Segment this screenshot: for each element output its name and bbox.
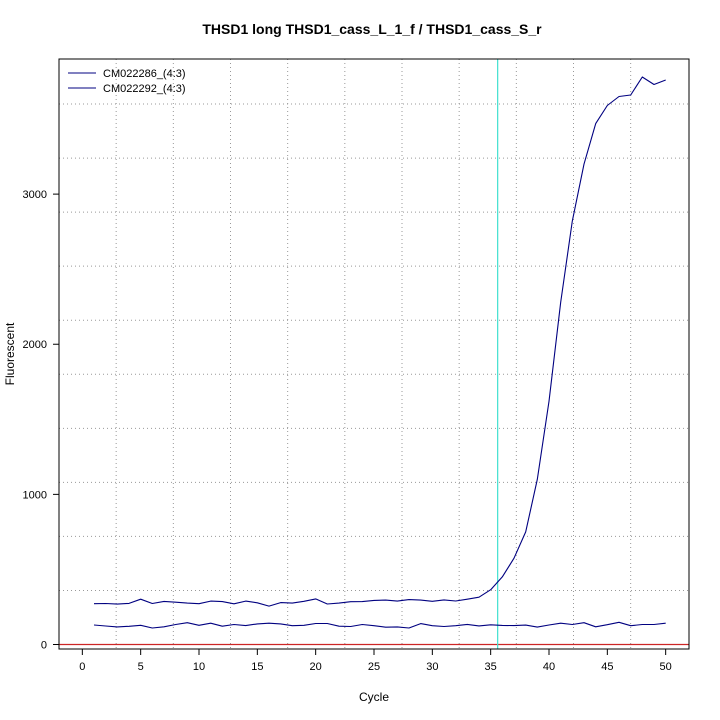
x-tick-label-3: 15 xyxy=(251,661,263,673)
y-tick-label-2: 2000 xyxy=(23,339,47,351)
data-series xyxy=(93,76,666,629)
x-tick-label-5: 25 xyxy=(368,661,380,673)
y-tick-label-1: 1000 xyxy=(23,489,47,501)
y-tick-label-0: 0 xyxy=(41,639,47,651)
x-tick-label-6: 30 xyxy=(426,661,438,673)
x-tick-label-9: 45 xyxy=(601,661,613,673)
legend-label-0: CM022286_(4:3) xyxy=(103,68,186,80)
x-tick-label-4: 20 xyxy=(310,661,322,673)
y-axis-label: Fluorescent xyxy=(3,322,17,385)
x-axis: 0 5 10 15 20 25 30 35 40 45 50 xyxy=(79,649,672,673)
y-axis: 0 1000 2000 3000 xyxy=(23,189,59,651)
series-line-0 xyxy=(93,76,666,607)
x-axis-label: Cycle xyxy=(359,690,389,704)
y-tick-label-3: 3000 xyxy=(23,189,47,201)
chart-title: THSD1 long THSD1_cass_L_1_f / THSD1_cass… xyxy=(202,21,542,37)
x-tick-label-1: 5 xyxy=(138,661,144,673)
x-tick-label-8: 40 xyxy=(543,661,555,673)
x-tick-label-10: 50 xyxy=(660,661,672,673)
legend-label-1: CM022292_(4:3) xyxy=(103,83,186,95)
grid-lines xyxy=(59,59,689,649)
x-tick-label-7: 35 xyxy=(485,661,497,673)
legend: CM022286_(4:3) CM022292_(4:3) xyxy=(68,68,186,95)
plot-frame xyxy=(58,58,690,650)
series-line-1 xyxy=(93,621,666,629)
x-tick-label-2: 10 xyxy=(193,661,205,673)
x-tick-label-0: 0 xyxy=(79,661,85,673)
